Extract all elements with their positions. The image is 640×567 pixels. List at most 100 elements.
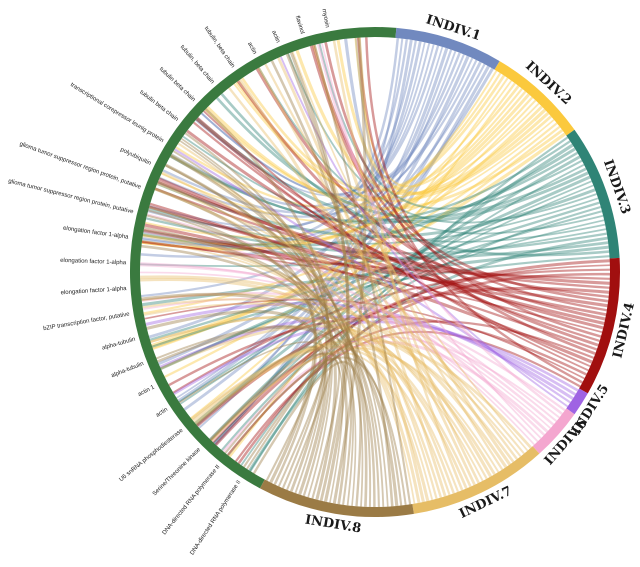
ribbon xyxy=(169,154,368,507)
ribbon xyxy=(200,44,435,195)
indiv-arc-2 xyxy=(494,61,575,136)
gene-label: actin 1 xyxy=(137,384,156,398)
gene-label: actin xyxy=(270,30,280,44)
gene-label: tubulin, beta chain xyxy=(203,26,236,69)
ribbon xyxy=(195,118,591,368)
ribbon xyxy=(222,340,549,453)
ribbon xyxy=(165,163,337,501)
ribbon xyxy=(224,352,328,487)
ribbon xyxy=(141,244,348,505)
ribbon xyxy=(140,228,607,267)
ribbon xyxy=(154,187,317,484)
ribbon xyxy=(148,205,607,316)
ribbon xyxy=(177,142,438,500)
ribbon xyxy=(144,223,593,364)
indiv-arc-8 xyxy=(259,479,414,517)
ribbon xyxy=(214,259,610,446)
ribbon xyxy=(228,82,516,458)
ribbon xyxy=(183,61,482,411)
ribbon-layer xyxy=(139,37,611,508)
ribbon xyxy=(238,79,425,503)
ribbon xyxy=(160,210,603,370)
ribbon xyxy=(143,147,576,248)
ribbon xyxy=(204,108,330,492)
ribbon xyxy=(180,219,605,405)
ribbon xyxy=(309,45,596,355)
arc-layer xyxy=(129,27,620,517)
ribbon xyxy=(142,245,609,307)
ribbon xyxy=(336,39,550,195)
ribbon xyxy=(168,315,588,387)
gene-label: bZIP transcription factor, putative xyxy=(43,311,131,332)
ribbon xyxy=(145,217,607,255)
ribbon xyxy=(289,52,349,502)
ribbon xyxy=(196,49,453,427)
indiv-arc-3 xyxy=(566,129,620,259)
ribbon xyxy=(142,57,474,247)
ribbon xyxy=(358,37,464,491)
ribbon xyxy=(192,121,601,342)
ribbon xyxy=(316,43,564,415)
ribbon xyxy=(287,53,598,224)
ribbon xyxy=(220,93,610,257)
ribbon xyxy=(257,67,476,486)
indiv-arc-7 xyxy=(412,446,540,514)
ribbon xyxy=(151,132,566,349)
gene-label: Serine/Threonine kinase xyxy=(152,446,203,497)
ribbon xyxy=(178,180,593,403)
ribbon xyxy=(220,205,602,451)
ribbon xyxy=(195,117,589,224)
ribbon xyxy=(233,83,540,200)
ribbon xyxy=(148,206,318,486)
ribbon xyxy=(141,239,416,504)
gene-label: actin xyxy=(246,41,257,55)
ribbon xyxy=(140,52,461,258)
ribbon xyxy=(203,110,589,372)
ribbon xyxy=(175,72,502,209)
gene-label: transcriptional corepressor leunig prote… xyxy=(69,82,164,144)
ribbon xyxy=(228,87,519,460)
ribbon xyxy=(151,255,610,348)
ribbon xyxy=(213,65,490,445)
ribbon xyxy=(174,148,572,404)
ribbon xyxy=(157,326,376,508)
ribbon xyxy=(141,63,486,298)
ribbon xyxy=(146,214,380,508)
ribbon xyxy=(170,40,417,208)
ribbon xyxy=(170,153,493,478)
ribbon xyxy=(165,164,372,507)
ribbon xyxy=(143,229,357,506)
ribbon xyxy=(170,151,579,225)
ribbon xyxy=(279,56,569,408)
gene-label: alpha-tubulin xyxy=(101,337,136,352)
gene-label: elongation factor 1-alpha xyxy=(63,226,130,241)
ribbon xyxy=(151,105,543,347)
ribbon xyxy=(149,201,600,342)
ribbon xyxy=(212,264,610,443)
ribbon xyxy=(236,80,599,347)
ribbon xyxy=(195,346,451,496)
ribbon xyxy=(156,182,596,239)
ribbon xyxy=(146,213,558,422)
ribbon xyxy=(154,187,610,289)
ribbon xyxy=(356,37,583,384)
ribbon xyxy=(209,348,322,481)
ribbon xyxy=(246,357,333,491)
ribbon xyxy=(243,358,341,499)
ribbon xyxy=(196,116,609,298)
ribbon xyxy=(141,291,566,412)
ribbon xyxy=(156,325,407,506)
ribbon xyxy=(150,315,488,480)
indiv-arc-4 xyxy=(579,257,620,394)
ribbon xyxy=(215,97,587,220)
ribbon xyxy=(141,292,399,507)
ribbon xyxy=(149,43,431,229)
ribbon xyxy=(365,37,602,338)
ribbon xyxy=(354,37,457,179)
ribbon xyxy=(158,177,605,326)
ribbon xyxy=(240,163,585,466)
ribbon xyxy=(147,37,400,231)
ribbon xyxy=(248,236,608,472)
ribbon xyxy=(194,155,581,425)
ribbon xyxy=(142,39,408,248)
